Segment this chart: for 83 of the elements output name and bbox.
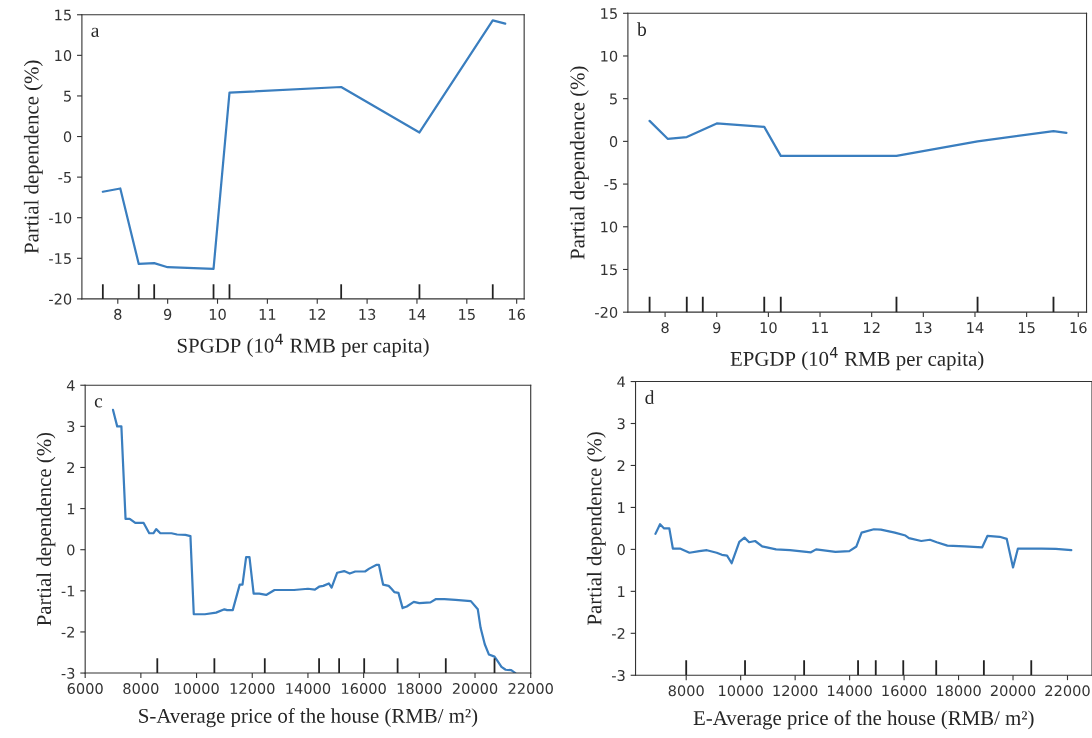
x-tick-label: 18000 [936,685,981,697]
y-tick-label: 0 [67,544,75,556]
y-axis-title: Partial dependence (%) [586,432,606,625]
x-tick-label: 22000 [1045,685,1090,697]
x-tick-label: 22000 [508,683,553,695]
line-series [101,19,507,270]
line-series [654,523,1073,569]
y-tick-label: 15 [601,8,617,20]
x-tick-label: 14000 [828,685,872,697]
y-tick-label: 1 [618,502,625,513]
x-axis-title: EPGDP (10$^{4}$ RMB per capita) [730,347,984,371]
annotation: c [94,398,103,408]
y-tick-label: 2 [67,462,74,474]
y-tick-label: -10 [49,212,72,224]
x-tick-label: 9 [713,322,721,334]
y-tick-label: 5 [64,90,71,102]
y-tick-label: 15 [55,9,71,21]
x-tick-label: 13 [915,322,932,334]
x-tick-label: 12 [309,308,326,320]
y-tick-label: -20 [49,293,72,305]
x-tick-label: 16000 [342,683,386,695]
y-axis-title: Partial dependence (%) [36,432,56,626]
y-tick-label: 0 [609,136,618,148]
x-axis-title: E-Average price of the house (RMB/ m²) [693,710,1034,730]
x-tick-label: 16 [1070,322,1087,334]
y-tick-label: 4 [66,380,75,391]
x-tick-label: 12000 [773,685,818,697]
y-tick-label: 0 [63,131,72,143]
y-tick-label: -2 [61,626,74,638]
annotation: a [91,27,100,37]
x-tick-label: 16000 [882,685,927,697]
x-tick-label: 8 [114,308,122,320]
x-tick-label: 8000 [123,683,159,695]
x-tick-label: 11 [259,309,276,320]
annotation: d [645,390,655,405]
y-tick-label: 10 [601,221,618,233]
y-tick-label: 0 [617,544,625,556]
x-tick-label: 13 [359,308,376,320]
x-tick-label: 10000 [719,685,763,697]
x-tick-label: 15 [1018,322,1035,334]
x-tick-label: 18000 [397,683,442,695]
y-tick-label: -3 [611,669,625,682]
x-tick-label: 10 [209,308,226,320]
x-tick-label: 14 [409,309,426,320]
y-tick-label: -15 [49,253,71,265]
x-tick-label: 11 [812,322,828,333]
y-tick-label: 15 [601,264,617,276]
y-tick-label: -20 [595,306,618,318]
y-tick-label: 4 [617,376,625,388]
x-tick-label: 16 [509,308,526,320]
x-tick-label: 10 [760,322,777,334]
y-axis-title: Partial dependence (%) [569,66,589,260]
y-tick-label: -5 [58,172,71,183]
x-tick-label: 8000 [668,685,704,697]
x-tick-label: 10000 [174,683,219,695]
x-tick-label: 12000 [230,683,275,695]
x-tick-label: 12 [864,322,880,333]
y-tick-label: -2 [611,628,625,639]
x-axis-title: SPGDP (10$^{4}$ RMB per capita) [177,333,429,357]
y-tick-label: 10 [601,50,618,62]
x-tick-label: 9 [163,308,172,320]
x-tick-label: 14 [967,322,984,333]
annotation: b [637,22,647,36]
y-tick-label: -5 [604,178,617,190]
x-axis-title: S-Average price of the house (RMB/ m²) [139,708,478,728]
line-series [648,119,1068,158]
y-tick-label: -1 [61,585,75,597]
y-axis-title: Partial dependence (%) [23,60,43,254]
y-tick-label: 5 [610,93,617,105]
line-series [111,408,517,674]
y-tick-label: 3 [67,421,75,433]
y-tick-label: 1 [67,503,75,515]
y-tick-label: -3 [61,667,75,679]
x-tick-label: 8 [661,322,669,334]
x-tick-label: 14000 [286,683,331,695]
x-tick-label: 20000 [452,683,498,695]
x-tick-label: 20000 [990,685,1036,697]
x-tick-label: 6000 [67,683,103,695]
x-tick-label: 15 [459,309,475,320]
y-tick-label: 3 [617,418,625,430]
y-tick-label: 10 [55,50,72,62]
y-tick-label: 1 [618,586,625,597]
y-tick-label: 2 [617,460,625,472]
